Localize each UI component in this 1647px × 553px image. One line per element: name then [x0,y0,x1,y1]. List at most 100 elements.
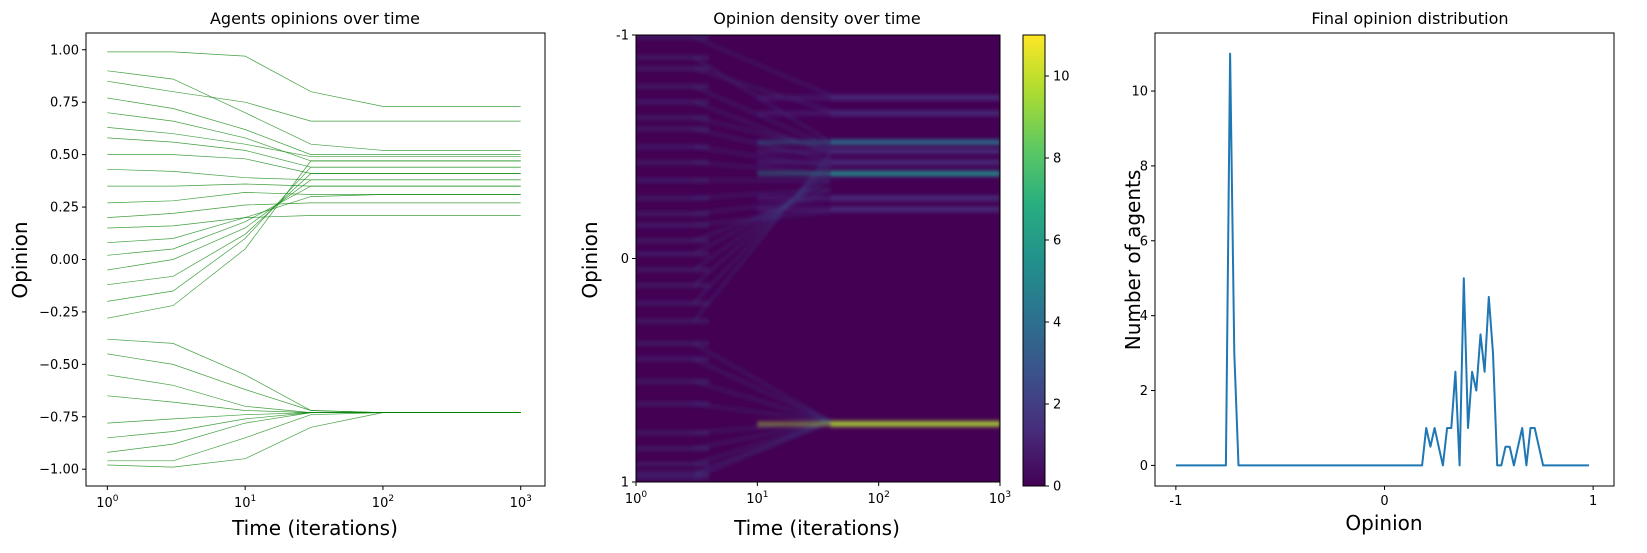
distribution-line [1175,52,1589,467]
y-tick-label: 1 [621,476,629,491]
density-streak [693,85,831,148]
y-tick-label: 1.00 [50,43,79,58]
density-streak [636,462,710,466]
density-band [830,206,1000,212]
density-band [830,171,1000,177]
density-band [830,139,1000,145]
density-band [830,110,1000,116]
y-tick-label: 8 [1140,159,1148,174]
x-tick-label: 100 [96,494,119,511]
density-streak [636,100,710,104]
chart-title: Opinion density over time [713,9,920,28]
y-tick-label: -1 [616,29,629,44]
density-streak [636,252,710,256]
density-band [757,196,831,201]
trajectory-line [107,166,521,302]
density-streak [693,402,831,423]
density-streak [693,127,831,162]
density-band [830,159,1000,165]
density-streak [636,239,710,243]
x-tick-label: 101 [234,494,256,511]
density-streak [636,268,710,272]
density-streak [636,357,710,361]
y-tick-label: 0.75 [50,96,79,111]
colorbar-tick-label: 8 [1053,152,1061,167]
density-streak [636,35,710,39]
heatmap-background [636,35,1000,482]
y-tick-label: 0 [621,252,629,267]
y-tick-label: 6 [1140,234,1148,249]
chart-title: Agents opinions over time [210,9,420,28]
plot-frame [1154,32,1615,487]
trajectory-line [107,412,521,468]
x-tick-label: 103 [510,494,532,511]
x-tick-label: 100 [625,490,648,507]
opinion-trajectories [107,51,521,468]
y-axis-ticks: 0 2 4 6 8 10 [1131,85,1155,474]
density-band [830,421,1000,427]
y-tick-label: 0.50 [50,148,79,163]
density-streak [636,402,710,406]
x-tick-label: 102 [372,494,394,511]
density-streak [693,56,831,144]
opinion-density-panel: Opinion density over time 100 101 102 103 -… [578,9,1070,540]
trajectory-line [107,168,521,181]
colorbar-tick-label: 10 [1053,70,1070,85]
x-axis-ticks: 100 101 102 103 [625,482,1011,507]
x-axis-label: Time (iterations) [231,516,398,540]
density-streak [636,67,710,71]
chart-title: Final opinion distribution [1311,9,1508,28]
density-streak [636,127,710,131]
trajectory-line [107,194,521,244]
density-streak [636,145,710,149]
density-streak [693,197,831,215]
y-tick-label: −1.00 [39,463,79,478]
trajectory-line [107,215,521,229]
density-streak [636,196,710,200]
trajectory-line [107,160,521,319]
density-band [757,140,831,145]
density-streak [636,178,710,182]
density-streak [693,172,831,271]
trajectory-line [107,137,521,168]
y-tick-label: 0 [1140,459,1148,474]
density-band [757,207,831,212]
y-axis-label: Number of agents [1121,170,1145,351]
density-streak [636,84,710,88]
density-streak [636,55,710,59]
density-streak [636,116,710,120]
density-streak [693,152,832,322]
y-axis-label: Opinion [8,221,32,298]
colorbar-tick-label: 2 [1053,398,1061,413]
density-band [757,95,831,100]
trajectory-line [107,112,521,162]
density-streak [693,179,831,255]
density-streak [636,212,710,216]
trajectory-line [107,395,521,413]
y-axis-ticks: 1.00 0.75 0.50 0.25 0.00 −0.25 −0.50 −0.75 −1.00 [39,43,86,478]
density-streak [693,101,831,155]
x-tick-label: 1 [1589,494,1597,509]
trajectory-line [107,173,521,286]
density-band [757,149,831,154]
trajectory-line [107,97,521,155]
density-streak [693,36,831,97]
x-tick-label: -1 [1169,494,1182,509]
density-band [757,111,831,116]
density-streak [693,420,831,466]
density-streak [693,342,831,423]
density-streak [693,420,831,479]
trajectory-line [107,51,521,107]
trajectory-line [107,412,521,424]
density-streak [693,358,831,423]
density-streak [636,160,710,164]
density-streak [636,319,710,323]
y-tick-label: −0.75 [39,410,79,425]
density-streak [636,476,710,480]
x-tick-label: 0 [1380,494,1388,509]
trajectory-line [107,80,521,122]
trajectory-line [107,412,521,439]
density-band [830,95,1000,101]
density-heatmap [636,35,1000,482]
